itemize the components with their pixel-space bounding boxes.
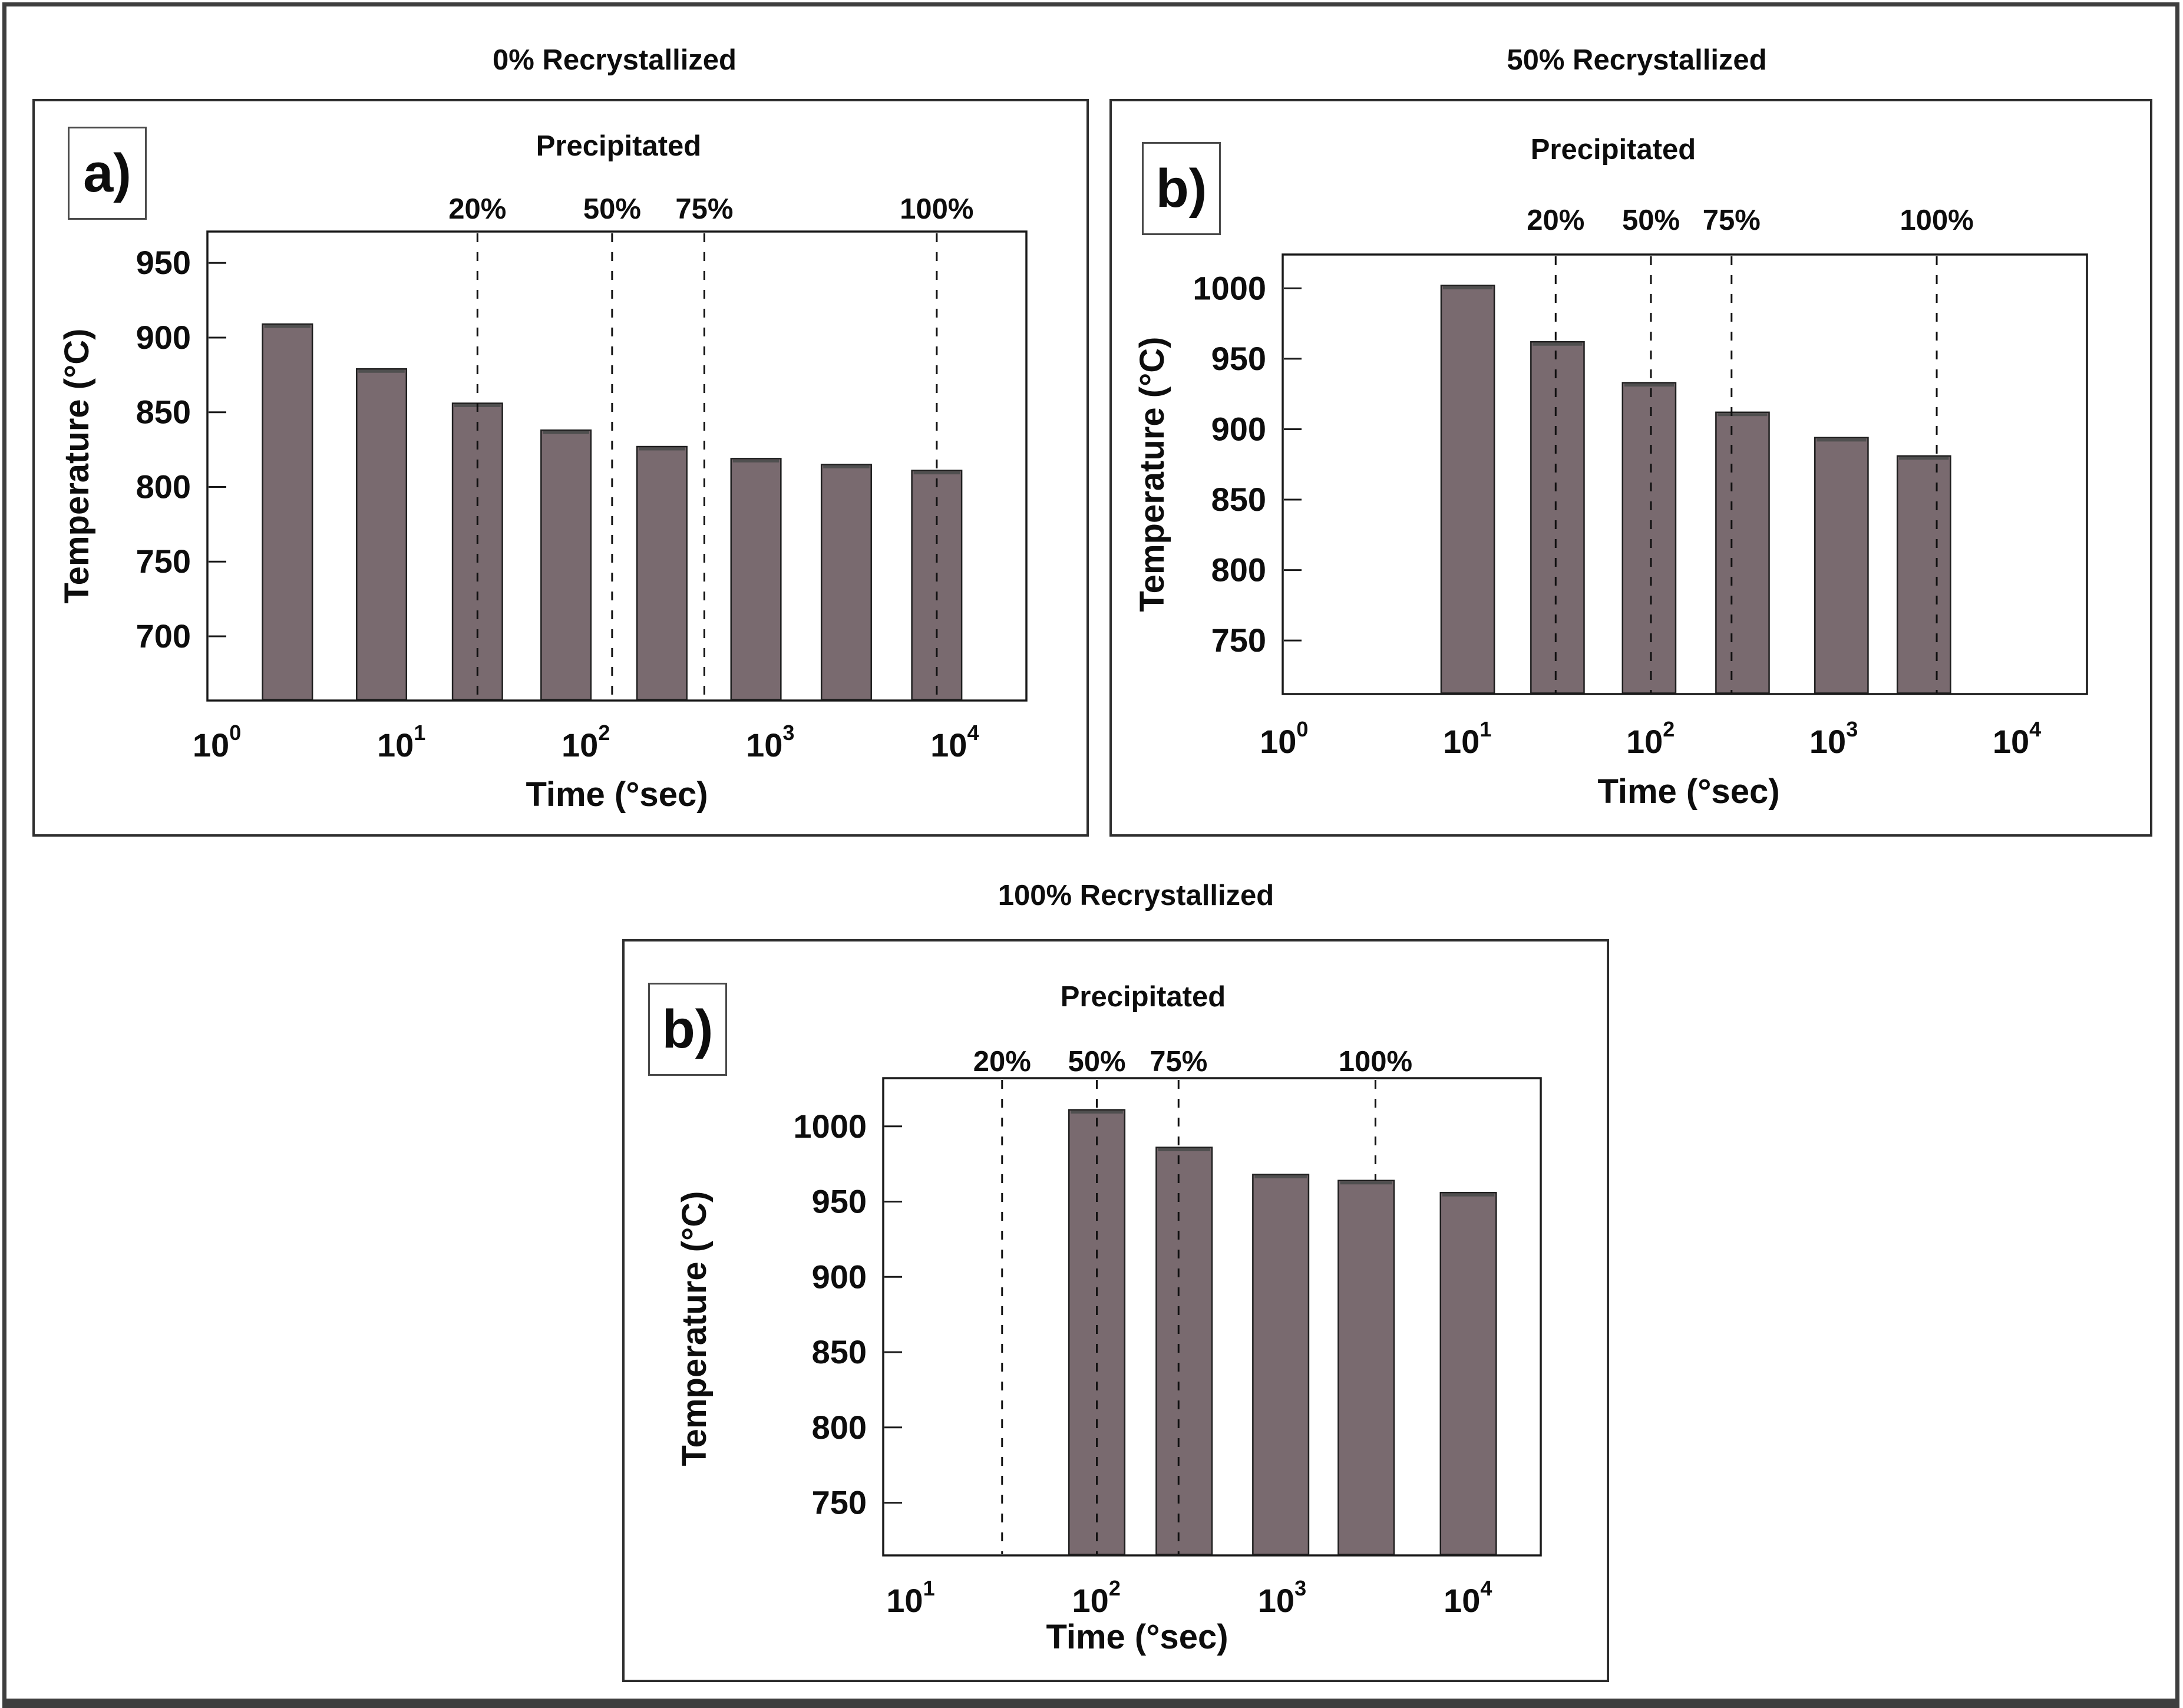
plot-area-1 [1283, 255, 2087, 694]
panel-letter-100pct: b) [648, 983, 727, 1076]
y-tick-label-0-950: 950 [136, 244, 191, 281]
precipitated-pct-label-75%-1: 75% [1703, 204, 1761, 236]
bar-0-7 [911, 470, 963, 701]
y-tick-label-1-950: 950 [1211, 340, 1266, 377]
y-tick-label-2-850: 850 [812, 1333, 867, 1370]
x-axis-title-1: Time (°sec) [1597, 772, 1779, 811]
y-tick-label-1-800: 800 [1211, 551, 1266, 589]
bar-1-3 [1715, 411, 1770, 694]
plot-border-1 [1282, 253, 2088, 695]
x-tick-label-2-10e1: 101 [886, 1576, 934, 1619]
bar-0-3 [540, 429, 592, 701]
plot-area-0 [207, 232, 1026, 701]
y-tick-label-0-800: 800 [136, 468, 191, 505]
precipitated-pct-label-75%-2: 75% [1150, 1046, 1207, 1078]
panel-title-0pct: 0% Recrystallized [493, 44, 737, 76]
x-axis-title-0: Time (°sec) [526, 775, 708, 814]
bar-2-1 [1155, 1147, 1213, 1555]
panel-title-100pct: 100% Recrystallized [998, 880, 1274, 911]
y-axis-title-2: Temperature (°C) [675, 1191, 714, 1466]
x-tick-label-1-10e4: 104 [1993, 717, 2041, 760]
x-tick-label-1-10e1: 101 [1443, 717, 1491, 760]
bar-1-5 [1896, 455, 1951, 694]
precipitated-pct-label-50%-0: 50% [583, 193, 641, 225]
precipitated-pct-label-50%-1: 50% [1622, 204, 1680, 236]
precipitated-pct-label-75%-0: 75% [675, 193, 733, 225]
precipitated-pct-label-100%-1: 100% [1900, 204, 1973, 236]
y-axis-title-0: Temperature (°C) [58, 329, 96, 604]
y-tick-label-1-850: 850 [1211, 481, 1266, 518]
y-tick-label-1-900: 900 [1211, 410, 1266, 447]
x-tick-label-0-10e4: 104 [930, 721, 979, 764]
y-tick-label-0-900: 900 [136, 319, 191, 356]
x-tick-label-0-10e1: 101 [377, 721, 425, 764]
panel-box-100pct [622, 939, 1609, 1682]
x-tick-label-1-10e3: 103 [1809, 717, 1858, 760]
precipitated-pct-label-50%-2: 50% [1068, 1046, 1126, 1078]
x-tick-label-0-10e3: 103 [746, 721, 794, 764]
y-tick-label-2-800: 800 [812, 1409, 867, 1446]
bar-2-2 [1252, 1174, 1310, 1555]
bar-1-1 [1530, 341, 1585, 694]
bar-0-5 [730, 458, 782, 701]
y-tick-label-2-750: 750 [812, 1484, 867, 1521]
x-tick-label-2-10e3: 103 [1258, 1576, 1306, 1619]
precipitated-pct-label-100%-0: 100% [900, 193, 973, 225]
y-tick-label-1-1000: 1000 [1193, 269, 1266, 306]
y-tick-label-2-900: 900 [812, 1258, 867, 1295]
bar-2-4 [1439, 1191, 1497, 1555]
x-tick-label-0-10e2: 102 [562, 721, 610, 764]
y-axis-title-1: Temperature (°C) [1133, 337, 1171, 612]
bar-0-4 [636, 445, 688, 701]
y-tick-label-2-950: 950 [812, 1183, 867, 1220]
y-tick-label-2-1000: 1000 [793, 1108, 867, 1145]
x-tick-label-2-10e4: 104 [1444, 1576, 1492, 1619]
panel-letter-0pct: a) [68, 127, 147, 220]
precipitated-title-0: Precipitated [536, 130, 701, 162]
y-tick-label-0-700: 700 [136, 617, 191, 655]
y-tick-label-0-750: 750 [136, 543, 191, 580]
bar-1-4 [1814, 437, 1869, 694]
precipitated-pct-label-20%-1: 20% [1527, 204, 1584, 236]
plot-border-2 [882, 1077, 1542, 1557]
x-tick-label-2-10e2: 102 [1072, 1576, 1121, 1619]
bar-2-3 [1337, 1180, 1395, 1555]
panel-box-50pct [1109, 99, 2152, 837]
bar-1-2 [1621, 382, 1677, 694]
plot-border-0 [206, 230, 1028, 702]
bar-0-0 [262, 323, 313, 701]
panel-title-50pct: 50% Recrystallized [1507, 44, 1767, 76]
x-tick-label-0-10e0: 100 [193, 721, 241, 764]
y-tick-label-0-850: 850 [136, 394, 191, 431]
panel-letter-50pct: b) [1142, 142, 1221, 235]
y-tick-label-1-750: 750 [1211, 622, 1266, 659]
bar-1-0 [1440, 285, 1495, 694]
x-axis-title-2: Time (°sec) [1046, 1618, 1228, 1656]
bar-0-6 [820, 464, 872, 701]
precipitated-title-1: Precipitated [1531, 134, 1696, 166]
precipitated-pct-label-20%-0: 20% [448, 193, 506, 225]
precipitated-title-2: Precipitated [1061, 981, 1226, 1013]
panel-box-0pct [32, 99, 1089, 837]
precipitated-pct-label-100%-2: 100% [1339, 1046, 1412, 1078]
x-tick-label-1-10e2: 102 [1626, 717, 1675, 760]
x-tick-label-1-10e0: 100 [1260, 717, 1308, 760]
precipitated-pct-label-20%-2: 20% [973, 1046, 1031, 1078]
